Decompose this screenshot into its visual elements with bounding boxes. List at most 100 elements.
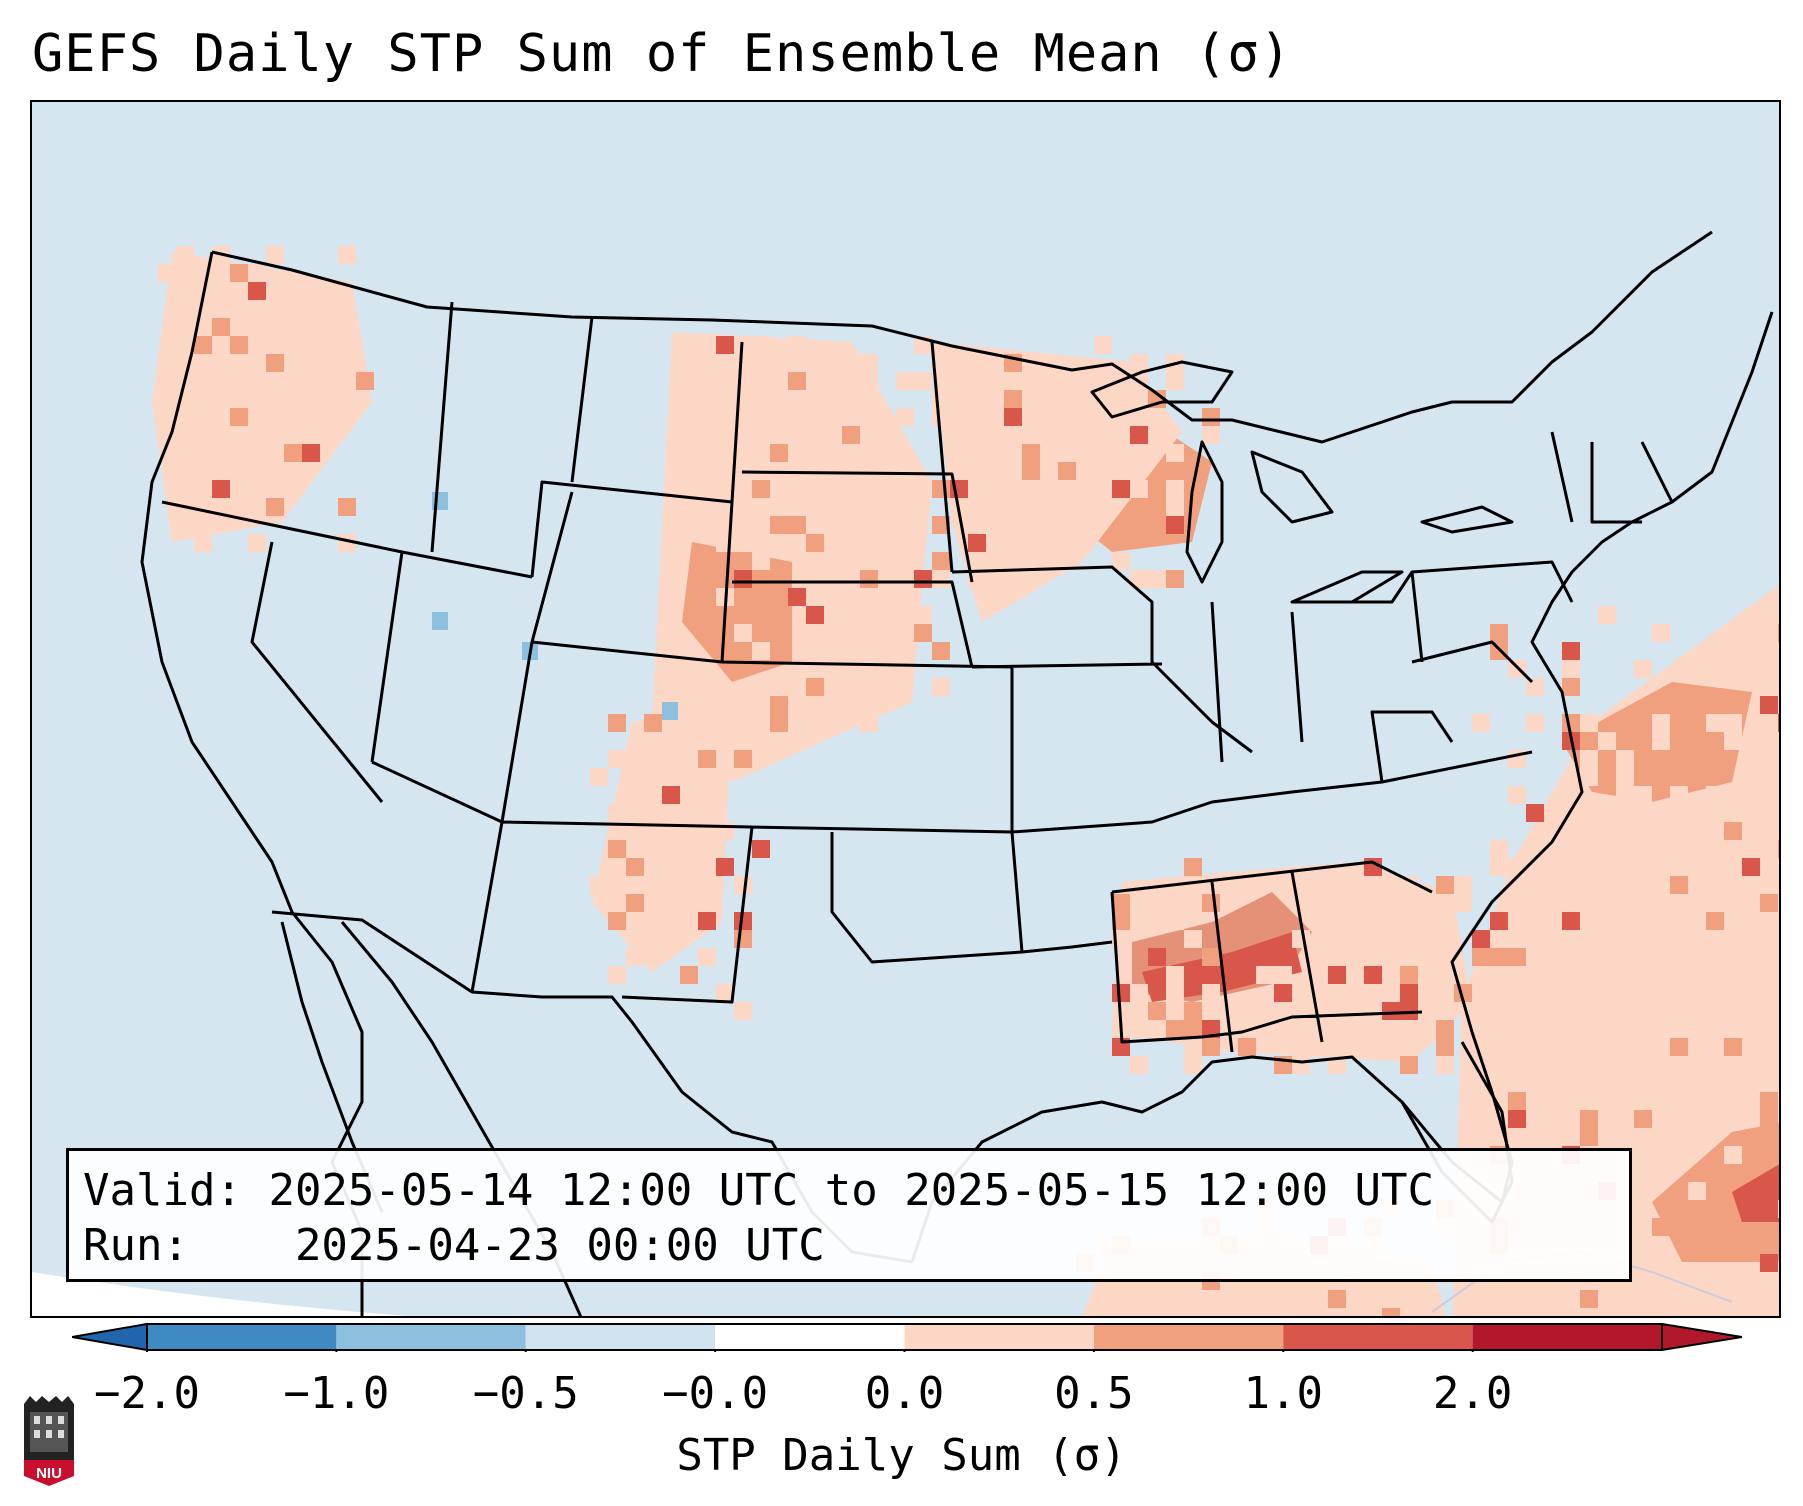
stp-cell bbox=[248, 534, 266, 552]
stp-cell bbox=[1418, 1290, 1436, 1308]
stp-cell bbox=[788, 498, 806, 516]
shade-caribbean-dark bbox=[1732, 1164, 1779, 1222]
stp-cell bbox=[1382, 876, 1400, 894]
stp-cell bbox=[1652, 1146, 1670, 1164]
stp-cell bbox=[986, 408, 1004, 426]
stp-cell bbox=[1652, 1218, 1670, 1236]
stp-cell bbox=[1130, 354, 1148, 372]
stp-cell bbox=[1670, 876, 1688, 894]
stp-cell bbox=[1004, 390, 1022, 408]
stp-cell bbox=[770, 444, 788, 462]
stp-cell bbox=[1382, 1308, 1400, 1316]
stp-cell bbox=[1580, 894, 1598, 912]
stp-cell bbox=[734, 354, 752, 372]
stp-cell bbox=[590, 876, 608, 894]
stp-cell bbox=[1562, 1128, 1580, 1146]
stp-cell bbox=[1652, 948, 1670, 966]
stp-cell bbox=[266, 498, 284, 516]
stp-cell bbox=[824, 498, 842, 516]
stp-cell bbox=[176, 318, 194, 336]
stp-cell bbox=[1292, 1056, 1310, 1074]
stp-cell bbox=[680, 426, 698, 444]
colorbar-tick-label: 0.0 bbox=[864, 1368, 945, 1419]
stp-cell bbox=[644, 768, 662, 786]
stp-cell bbox=[1508, 1092, 1526, 1110]
stp-cell bbox=[644, 714, 662, 732]
stp-cell bbox=[1004, 462, 1022, 480]
stp-cell bbox=[608, 912, 626, 930]
stp-cell bbox=[1562, 1056, 1580, 1074]
stp-cell bbox=[194, 408, 212, 426]
stp-cell bbox=[950, 372, 968, 390]
stp-cell bbox=[176, 264, 194, 282]
stp-cell bbox=[896, 498, 914, 516]
stp-cell bbox=[1616, 768, 1634, 786]
stp-cell bbox=[1184, 1038, 1202, 1056]
stp-cell bbox=[752, 642, 770, 660]
stp-cell bbox=[1652, 1164, 1670, 1182]
colorbar-bin bbox=[715, 1324, 905, 1350]
stp-cell bbox=[1094, 426, 1112, 444]
stp-cell bbox=[1472, 714, 1490, 732]
stp-cell bbox=[698, 408, 716, 426]
stp-cell bbox=[968, 534, 986, 552]
stp-cell bbox=[824, 354, 842, 372]
stp-cell bbox=[806, 354, 824, 372]
stp-cell bbox=[608, 840, 626, 858]
stp-cell bbox=[1652, 732, 1670, 750]
colorbar-bin bbox=[1093, 1324, 1284, 1350]
map-panel[interactable] bbox=[30, 100, 1781, 1318]
stp-cell bbox=[860, 714, 878, 732]
stp-cell bbox=[1616, 786, 1634, 804]
stp-cell bbox=[788, 372, 806, 390]
stp-cell bbox=[734, 534, 752, 552]
stp-cell bbox=[698, 948, 716, 966]
colorbar-tick-label: −0.0 bbox=[662, 1368, 769, 1419]
stp-cell bbox=[1166, 516, 1184, 534]
colorbar-tick-label: −0.5 bbox=[472, 1368, 579, 1419]
stp-cell bbox=[1112, 894, 1130, 912]
stp-cell bbox=[698, 390, 716, 408]
stp-cell bbox=[1472, 984, 1490, 1002]
colorbar-tick-label: −2.0 bbox=[94, 1368, 200, 1419]
stp-cell bbox=[626, 894, 644, 912]
stp-cell bbox=[338, 246, 356, 264]
stp-cell bbox=[608, 750, 626, 768]
stp-cell bbox=[212, 318, 230, 336]
stp-cell bbox=[986, 480, 1004, 498]
stp-cell bbox=[1166, 984, 1184, 1002]
stp-cell bbox=[788, 588, 806, 606]
stp-cell bbox=[1562, 678, 1580, 696]
stp-cell bbox=[806, 534, 824, 552]
stp-cell bbox=[896, 408, 914, 426]
stp-cell bbox=[1130, 984, 1148, 1002]
stp-cell bbox=[590, 768, 608, 786]
stp-cell bbox=[878, 606, 896, 624]
stp-cell bbox=[1616, 750, 1634, 768]
stp-cell bbox=[662, 912, 680, 930]
stp-cell bbox=[680, 642, 698, 660]
stp-cell bbox=[644, 858, 662, 876]
map-canvas bbox=[32, 102, 1779, 1316]
lake-michigan bbox=[1185, 440, 1224, 584]
stp-cell bbox=[716, 336, 734, 354]
stp-cell bbox=[1184, 930, 1202, 948]
stp-cell bbox=[1400, 948, 1418, 966]
stp-cell bbox=[1724, 858, 1742, 876]
stp-cell bbox=[1436, 1056, 1454, 1074]
stp-cell bbox=[1508, 786, 1526, 804]
stp-cell bbox=[1382, 1002, 1400, 1020]
stp-cell bbox=[626, 858, 644, 876]
stp-cell bbox=[626, 840, 644, 858]
stp-cell bbox=[1328, 966, 1346, 984]
stp-cell bbox=[1760, 894, 1778, 912]
stp-cell bbox=[1778, 1200, 1779, 1218]
stp-cell bbox=[1490, 984, 1508, 1002]
stp-cell bbox=[608, 714, 626, 732]
stp-cell bbox=[914, 624, 932, 642]
stp-cell bbox=[1364, 966, 1382, 984]
stp-cell bbox=[1076, 516, 1094, 534]
stp-cell bbox=[266, 246, 284, 264]
stp-cell bbox=[1166, 1308, 1184, 1316]
stp-cell bbox=[1778, 1128, 1779, 1146]
